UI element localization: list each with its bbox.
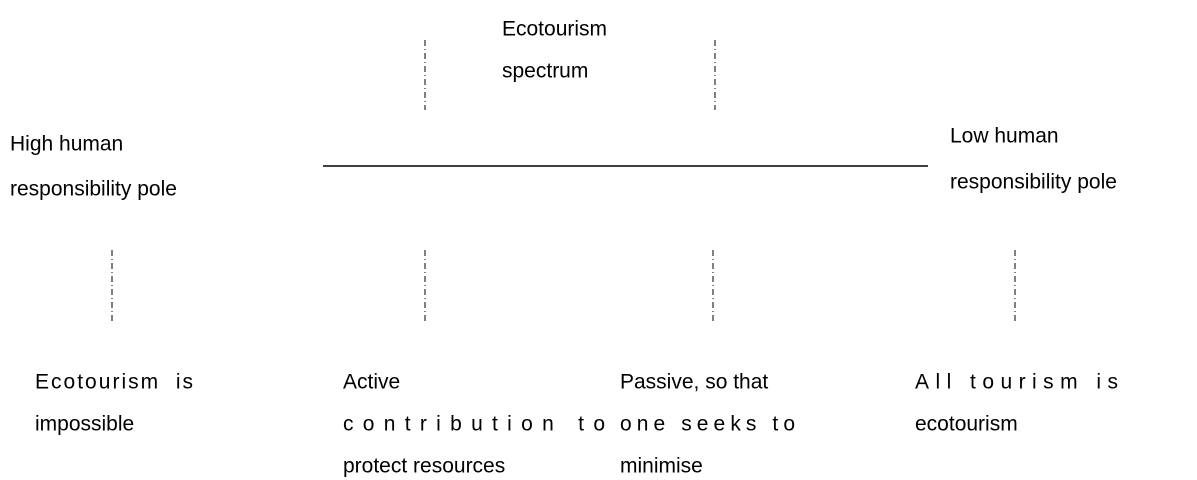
title-line: Ecotourism — [502, 18, 607, 41]
position-label: one seeks to — [620, 413, 795, 436]
position-label: contribution to — [343, 413, 605, 436]
position-label: protect resources — [343, 455, 505, 478]
position-label: Passive, so that — [620, 371, 768, 394]
position-label: All tourism is — [915, 371, 1118, 394]
position-label: minimise — [620, 455, 703, 478]
position-label: ecotourism — [915, 413, 1018, 436]
position-label: impossible — [35, 413, 134, 436]
pole-label: responsibility pole — [10, 178, 177, 201]
position-label: Active — [343, 371, 400, 394]
pole-label: High human — [10, 133, 123, 156]
title-line: spectrum — [502, 60, 588, 83]
pole-label: Low human — [950, 125, 1059, 148]
position-label: Ecotourism is — [35, 371, 193, 394]
pole-label: responsibility pole — [950, 171, 1117, 194]
